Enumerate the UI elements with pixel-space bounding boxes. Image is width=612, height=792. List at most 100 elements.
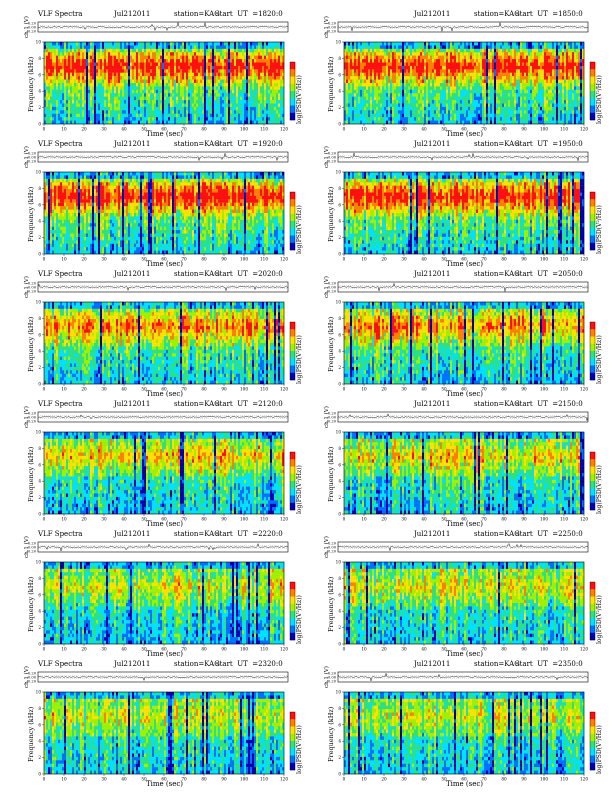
spectrogram-image bbox=[344, 42, 585, 125]
x-tick-label: 90 bbox=[221, 647, 227, 652]
x-tick-label: 20 bbox=[81, 647, 87, 652]
y-tick-label: 0 bbox=[338, 122, 341, 127]
y-tick-label: 10 bbox=[36, 690, 42, 695]
waveform-tick-label: 0.00 bbox=[28, 676, 37, 680]
panel-title: VLF Spectra Jul212011 station=KAG start UT … bbox=[6, 398, 296, 410]
waveform-tick-label: 0.20 bbox=[328, 152, 337, 156]
x-tick-label: 0 bbox=[343, 647, 346, 652]
y-tick-label: 0 bbox=[338, 772, 341, 777]
y-tick-label: 2 bbox=[38, 495, 41, 500]
waveform-axis: 0.200.00-0.20 bbox=[27, 412, 289, 424]
x-tick-label: 70 bbox=[181, 517, 187, 522]
x-tick-label: 40 bbox=[421, 517, 427, 522]
waveform-tick-label: 0.00 bbox=[328, 286, 337, 290]
panel-title: VLF Spectra Jul212011 station=KAG start UT … bbox=[6, 528, 296, 540]
x-tick-label: 50 bbox=[141, 257, 147, 262]
waveform-tick-label: -0.20 bbox=[27, 420, 37, 424]
x-tick-label: 110 bbox=[260, 517, 268, 522]
colorbar bbox=[589, 451, 596, 511]
colorbar bbox=[589, 61, 596, 121]
x-tick-label: 0 bbox=[343, 517, 346, 522]
x-tick-label: 70 bbox=[481, 387, 487, 392]
x-tick-label: 90 bbox=[221, 777, 227, 782]
x-tick-label: 40 bbox=[121, 127, 127, 132]
colorbar-title: log(PSD(V²/Hz)) bbox=[296, 595, 303, 644]
waveform-tick-label: 0.20 bbox=[28, 542, 37, 546]
colorbar bbox=[589, 191, 596, 251]
waveform-trace bbox=[337, 672, 589, 682]
frequency-y-title: Frequency (kHz) bbox=[27, 707, 35, 762]
panel-start-time: start UT =2020:0 bbox=[216, 270, 283, 278]
waveform-tick-label: 0.20 bbox=[328, 412, 337, 416]
y-tick-label: 6 bbox=[338, 72, 341, 77]
waveform-tick-label: -0.20 bbox=[27, 30, 37, 34]
x-tick-label: 90 bbox=[521, 387, 527, 392]
x-tick-label: 60 bbox=[161, 257, 167, 262]
y-tick-label: 2 bbox=[338, 755, 341, 760]
panel-start-time: start UT =2320:0 bbox=[216, 660, 283, 668]
x-tick-label: 90 bbox=[221, 127, 227, 132]
panel-station: station=KAG bbox=[174, 400, 220, 408]
y-tick-label: 2 bbox=[338, 625, 341, 630]
x-tick-label: 120 bbox=[280, 647, 288, 652]
x-tick-label: 100 bbox=[540, 127, 548, 132]
y-tick-label: 6 bbox=[38, 722, 41, 727]
y-tick-label: 8 bbox=[338, 316, 341, 321]
y-tick-label: 2 bbox=[38, 755, 41, 760]
panel-start-time: start UT =2120:0 bbox=[216, 400, 283, 408]
panel-date: Jul212011 bbox=[114, 660, 150, 668]
panel-title: Jul212011 station=KAG start UT =2350:0 bbox=[306, 658, 596, 670]
panel-station: station=KAG bbox=[174, 660, 220, 668]
y-tick-label: 2 bbox=[38, 625, 41, 630]
x-tick-label: 30 bbox=[101, 127, 107, 132]
x-tick-label: 90 bbox=[221, 517, 227, 522]
y-tick-label: 2 bbox=[338, 105, 341, 110]
panel-title: VLF Spectra Jul212011 station=KAG start UT … bbox=[6, 8, 296, 20]
panel-station: station=KAG bbox=[474, 270, 520, 278]
y-tick-label: 10 bbox=[336, 300, 342, 305]
y-tick-label: 0 bbox=[338, 642, 341, 647]
x-tick-label: 20 bbox=[381, 517, 387, 522]
x-axis-title: Time (sec) bbox=[146, 130, 183, 138]
x-tick-label: 0 bbox=[343, 777, 346, 782]
y-tick-label: 0 bbox=[38, 512, 41, 517]
x-tick-label: 40 bbox=[421, 257, 427, 262]
y-tick-label: 4 bbox=[338, 739, 341, 744]
colorbar-title: log(PSD(V²/Hz)) bbox=[296, 335, 303, 384]
y-tick-label: 6 bbox=[38, 462, 41, 467]
x-tick-label: 90 bbox=[221, 387, 227, 392]
spectrogram-image bbox=[344, 692, 585, 775]
x-axis-title: Time (sec) bbox=[146, 260, 183, 268]
waveform-tick-label: 0.00 bbox=[28, 416, 37, 420]
x-tick-label: 40 bbox=[421, 127, 427, 132]
panel-station: station=KAG bbox=[174, 140, 220, 148]
x-tick-label: 10 bbox=[61, 257, 67, 262]
spectrogram-panel: VLF Spectra Jul212011 station=KAG start UT … bbox=[6, 658, 306, 788]
x-tick-label: 20 bbox=[381, 257, 387, 262]
x-tick-label: 80 bbox=[201, 257, 207, 262]
y-tick-label: 0 bbox=[338, 382, 341, 387]
waveform-tick-label: -0.20 bbox=[327, 30, 337, 34]
x-tick-label: 10 bbox=[361, 517, 367, 522]
y-tick-label: 8 bbox=[338, 56, 341, 61]
panel-station: station=KAG bbox=[474, 660, 520, 668]
panel-date: Jul212011 bbox=[114, 270, 150, 278]
spectrogram-image bbox=[344, 172, 585, 255]
x-tick-label: 10 bbox=[361, 257, 367, 262]
x-tick-label: 120 bbox=[280, 127, 288, 132]
waveform-tick-label: 0.20 bbox=[328, 282, 337, 286]
panel-start-time: start UT =2050:0 bbox=[516, 270, 583, 278]
x-tick-label: 100 bbox=[240, 517, 248, 522]
x-tick-label: 110 bbox=[560, 257, 568, 262]
x-tick-label: 80 bbox=[501, 257, 507, 262]
y-tick-label: 0 bbox=[338, 252, 341, 257]
panel-title-text: VLF Spectra bbox=[38, 530, 82, 538]
x-tick-label: 30 bbox=[401, 517, 407, 522]
colorbar-title: log(PSD(V²/Hz)) bbox=[296, 205, 303, 254]
panel-date: Jul212011 bbox=[414, 660, 450, 668]
colorbar bbox=[289, 451, 296, 511]
x-tick-label: 30 bbox=[101, 647, 107, 652]
waveform-tick-label: 0.20 bbox=[28, 672, 37, 676]
spectrogram-panel: Jul212011 station=KAG start UT =2250:0 0.20… bbox=[306, 528, 606, 658]
